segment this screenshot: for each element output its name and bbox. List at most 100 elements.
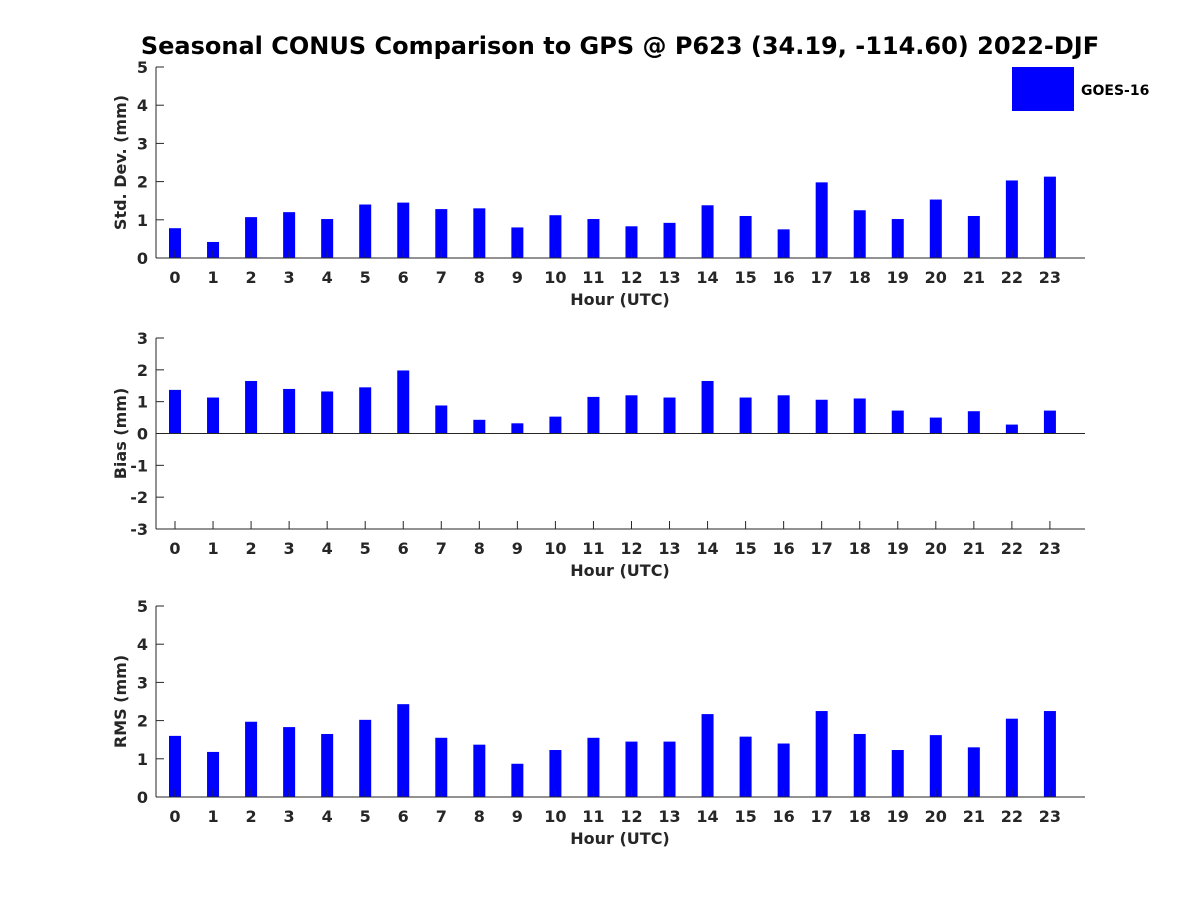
x-tick-label: 21 [963,807,985,826]
x-tick-label: 13 [658,539,680,558]
x-tick-label: 6 [398,807,409,826]
x-tick-label: 4 [322,268,333,287]
std-dev-bar [435,209,448,258]
x-tick-label: 12 [620,268,642,287]
x-tick-label: 13 [658,268,680,287]
bias-bar [359,387,372,434]
x-tick-label: 10 [544,807,566,826]
std-dev-bar [967,215,980,258]
x-tick-label: 14 [696,539,718,558]
y-tick-label: 0 [137,788,148,807]
std-dev-bar [663,222,676,258]
x-tick-label: 0 [169,268,180,287]
bias-bar [815,399,828,434]
bias-bar [511,423,524,434]
x-tick-label: 9 [512,268,523,287]
x-tick-label: 7 [436,807,447,826]
x-tick-label: 3 [284,539,295,558]
std-dev-bar [853,210,866,258]
x-tick-label: 4 [322,807,333,826]
std-dev-bar [739,215,752,258]
rms-bar [663,741,676,797]
rms-bar [397,704,410,797]
std-dev-bar [929,199,942,258]
x-tick-label: 15 [734,539,756,558]
bias-bar [283,388,296,434]
x-tick-label: 6 [398,539,409,558]
y-tick-label: 1 [137,750,148,769]
y-tick-label: 0 [137,425,148,444]
x-tick-label: 18 [849,807,871,826]
bias-bar [1005,424,1018,434]
x-tick-label: 13 [658,807,680,826]
y-tick-label: 2 [137,361,148,380]
y-tick-label: 3 [137,134,148,153]
std-dev-bar [549,215,562,258]
rms-bar [435,737,448,797]
chart-title: Seasonal CONUS Comparison to GPS @ P623 … [141,32,1099,60]
x-tick-label: 9 [512,807,523,826]
x-tick-label: 11 [582,807,604,826]
std-dev-bar [283,212,296,258]
x-tick-label: 18 [849,268,871,287]
rms-bar [1043,711,1056,797]
rms-bar [929,735,942,797]
x-tick-label: 12 [620,807,642,826]
rms-bar [815,711,828,797]
x-axis-label: Hour (UTC) [570,829,670,848]
x-tick-label: 0 [169,807,180,826]
x-tick-label: 20 [925,268,947,287]
bias-bar [435,405,448,434]
x-tick-label: 19 [887,539,909,558]
x-tick-label: 1 [207,268,218,287]
rms-bar [853,733,866,797]
x-tick-label: 2 [246,807,257,826]
x-tick-label: 5 [360,268,371,287]
bias-bar [625,395,638,434]
x-tick-label: 20 [925,539,947,558]
bias-bar [853,398,866,434]
std-dev-bar [169,228,181,258]
x-tick-label: 17 [811,268,833,287]
rms-bar [739,736,752,797]
rms-bar [283,727,296,797]
bias-bar [169,389,181,434]
y-tick-label: 2 [137,173,148,192]
x-tick-label: 20 [925,807,947,826]
x-axis-label: Hour (UTC) [570,561,670,580]
y-tick-label: 1 [137,211,148,230]
rms-bar [473,744,486,797]
x-tick-label: 8 [474,539,485,558]
bias-bar [1043,410,1056,434]
x-tick-label: 23 [1039,807,1061,826]
x-tick-label: 19 [887,807,909,826]
x-tick-label: 3 [284,807,295,826]
bias-bar [891,410,904,434]
x-tick-label: 15 [734,807,756,826]
x-tick-label: 15 [734,268,756,287]
x-tick-label: 6 [398,268,409,287]
x-tick-label: 1 [207,807,218,826]
x-tick-label: 5 [360,539,371,558]
legend: GOES-16 [1012,67,1149,111]
x-tick-label: 2 [246,539,257,558]
std-dev-bar [891,219,904,258]
x-tick-label: 2 [246,268,257,287]
y-tick-label: -3 [130,520,148,539]
y-tick-label: 3 [137,673,148,692]
std-dev-bar [1005,180,1018,258]
x-tick-label: 19 [887,268,909,287]
std-dev-bar [245,217,258,258]
bias-bar [245,380,258,434]
x-tick-label: 1 [207,539,218,558]
std-dev-bar [815,182,828,258]
bias-bar [587,396,600,434]
x-tick-label: 8 [474,268,485,287]
x-tick-label: 5 [360,807,371,826]
rms-bar [701,714,714,797]
x-tick-label: 18 [849,539,871,558]
std-dev-bar [359,204,372,258]
